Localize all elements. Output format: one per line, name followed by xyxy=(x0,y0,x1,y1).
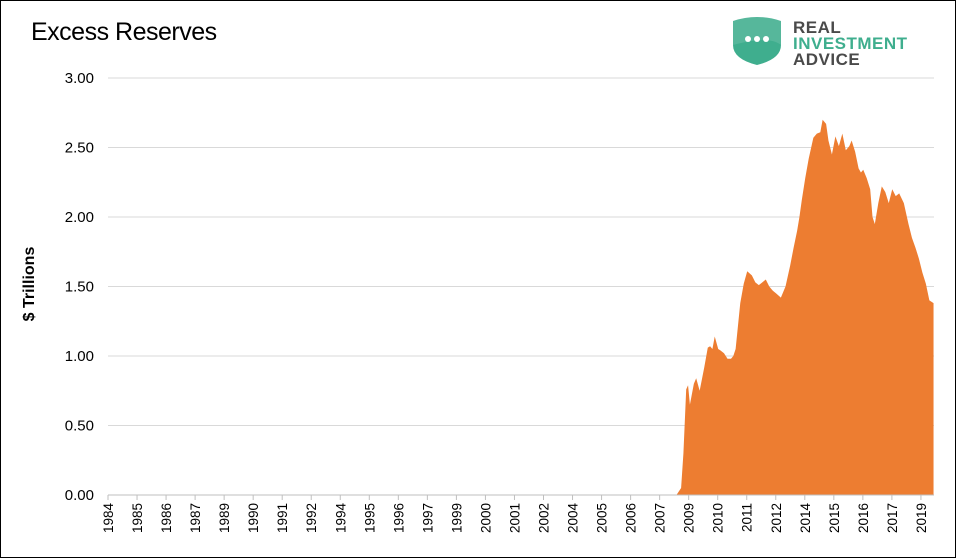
x-tick-label: 1994 xyxy=(333,503,348,534)
y-tick-label: 2.50 xyxy=(65,140,94,157)
series-area-layer xyxy=(108,119,934,495)
x-tick-label: 2015 xyxy=(827,503,842,533)
shield-icon xyxy=(733,17,781,65)
x-tick-label: 1990 xyxy=(246,503,261,533)
x-axis: 1984 1985 1986 1987 1989 1990 1991 1992 1994 1995… xyxy=(101,494,934,534)
x-tick-label: 2006 xyxy=(624,503,639,533)
y-axis-label: $ Trillions xyxy=(21,247,38,322)
x-tick-label: 2001 xyxy=(507,503,522,533)
brand-logo: REAL INVESTMENT ADVICE xyxy=(729,13,939,69)
x-tick-label: 1991 xyxy=(275,503,290,533)
x-tick-label: 2016 xyxy=(856,503,871,533)
x-tick-label: 2000 xyxy=(478,503,493,533)
x-tick-label: 2004 xyxy=(566,503,581,534)
x-tick-label: 2010 xyxy=(711,503,726,533)
series-area xyxy=(108,119,934,495)
x-tick-label: 2002 xyxy=(537,503,552,533)
x-tick-label: 1996 xyxy=(391,503,406,533)
x-tick-label: 2005 xyxy=(595,503,610,533)
x-tick-label: 2017 xyxy=(885,503,900,533)
y-axis: 0.00 0.50 1.00 1.50 2.00 2.50 3.00 xyxy=(65,70,94,504)
y-tick-label: 3.00 xyxy=(65,70,94,87)
x-tick-label: 2014 xyxy=(798,503,813,534)
logo-text-investment: INVESTMENT xyxy=(793,34,908,53)
x-tick-label: 2012 xyxy=(769,503,784,533)
x-tick-label: 1985 xyxy=(130,503,145,533)
x-tick-label: 1987 xyxy=(188,503,203,533)
y-tick-label: 2.00 xyxy=(65,209,94,226)
x-tick-label: 1995 xyxy=(362,503,377,533)
logo-text-real: REAL xyxy=(793,18,842,37)
x-tick-label: 2019 xyxy=(914,503,929,533)
x-tick-label: 1997 xyxy=(420,503,435,533)
y-tick-label: 1.00 xyxy=(65,348,94,365)
x-tick-label: 2007 xyxy=(653,503,668,533)
y-tick-label: 1.50 xyxy=(65,279,94,296)
x-tick-label: 1999 xyxy=(449,503,464,533)
logo-text-advice: ADVICE xyxy=(793,50,861,69)
x-tick-label: 1986 xyxy=(159,503,174,533)
x-tick-label: 2009 xyxy=(682,503,697,533)
x-tick-label: 2011 xyxy=(740,503,755,532)
x-tick-label: 1989 xyxy=(217,503,232,533)
y-tick-label: 0.00 xyxy=(65,487,94,504)
x-tick-label: 1984 xyxy=(101,503,116,534)
x-tick-label: 1992 xyxy=(304,503,319,533)
chart-title: Excess Reserves xyxy=(31,18,217,46)
y-tick-label: 0.50 xyxy=(65,418,94,435)
